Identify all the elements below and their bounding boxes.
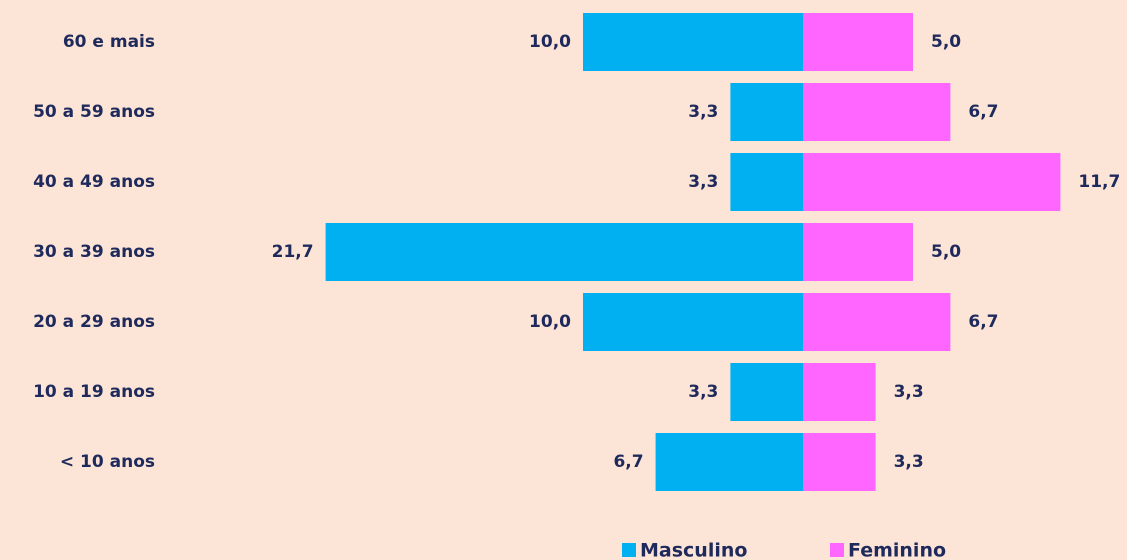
bar xyxy=(325,223,803,281)
value-label: 6,7 xyxy=(968,312,998,332)
category-label: 30 a 39 anos xyxy=(33,242,155,262)
value-label: 10,0 xyxy=(529,32,571,52)
bar xyxy=(803,433,876,491)
bar xyxy=(583,13,803,71)
legend-label: Feminino xyxy=(848,540,946,560)
bar xyxy=(803,223,913,281)
value-label: 10,0 xyxy=(529,312,571,332)
bar xyxy=(803,153,1061,211)
value-label: 5,0 xyxy=(931,32,961,52)
legend-swatch xyxy=(622,543,636,557)
category-label: 10 a 19 anos xyxy=(33,382,155,402)
value-label: 21,7 xyxy=(272,242,314,262)
bar xyxy=(730,363,803,421)
value-label: 3,3 xyxy=(688,382,718,402)
value-label: 3,3 xyxy=(688,102,718,122)
value-label: 11,7 xyxy=(1078,172,1120,192)
value-label: 6,7 xyxy=(613,452,643,472)
bar xyxy=(803,293,951,351)
bar xyxy=(730,153,803,211)
bar xyxy=(655,433,803,491)
category-label: 20 a 29 anos xyxy=(33,312,155,332)
value-label: 3,3 xyxy=(894,382,924,402)
value-label: 3,3 xyxy=(688,172,718,192)
legend-label: Masculino xyxy=(640,540,747,560)
value-label: 5,0 xyxy=(931,242,961,262)
category-label: 60 e mais xyxy=(63,32,155,52)
category-label: 40 a 49 anos xyxy=(33,172,155,192)
bar xyxy=(803,13,913,71)
bar xyxy=(803,363,876,421)
value-label: 6,7 xyxy=(968,102,998,122)
category-label: 50 a 59 anos xyxy=(33,102,155,122)
bar xyxy=(803,83,951,141)
bar xyxy=(583,293,803,351)
value-label: 3,3 xyxy=(894,452,924,472)
category-label: < 10 anos xyxy=(60,452,155,472)
legend-swatch xyxy=(830,543,844,557)
bar xyxy=(730,83,803,141)
